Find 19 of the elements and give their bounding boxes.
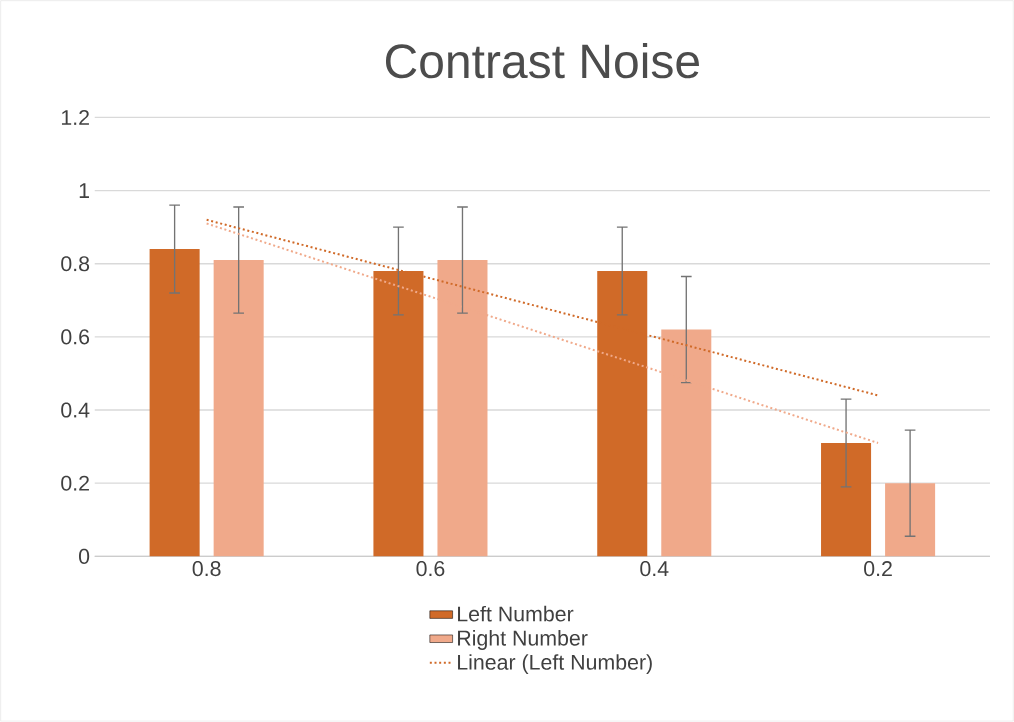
y-tick-label: 0 bbox=[78, 548, 90, 565]
y-tick-label: 0.6 bbox=[61, 329, 90, 345]
bar bbox=[213, 260, 264, 557]
y-tick-label: 1.2 bbox=[61, 110, 89, 125]
legend-label: Right Number bbox=[458, 630, 588, 650]
legend-label: Linear (Left Number) bbox=[458, 654, 652, 675]
chart-title: Contrast Noise bbox=[385, 43, 699, 79]
x-tick-label: 0.4 bbox=[640, 561, 669, 577]
y-tick-label: 0.4 bbox=[61, 402, 90, 418]
x-tick-label: 0.8 bbox=[192, 561, 221, 577]
bar bbox=[149, 249, 200, 557]
x-tick-label: 0.2 bbox=[864, 561, 892, 577]
x-tick-label: 0.6 bbox=[416, 561, 445, 577]
legend-label: Left Number bbox=[458, 605, 574, 622]
y-tick-label: 0.8 bbox=[61, 256, 90, 272]
y-tick-label: 0.2 bbox=[61, 475, 89, 491]
bar bbox=[885, 483, 936, 557]
y-tick-label: 1 bbox=[79, 183, 89, 198]
bar bbox=[821, 443, 872, 557]
